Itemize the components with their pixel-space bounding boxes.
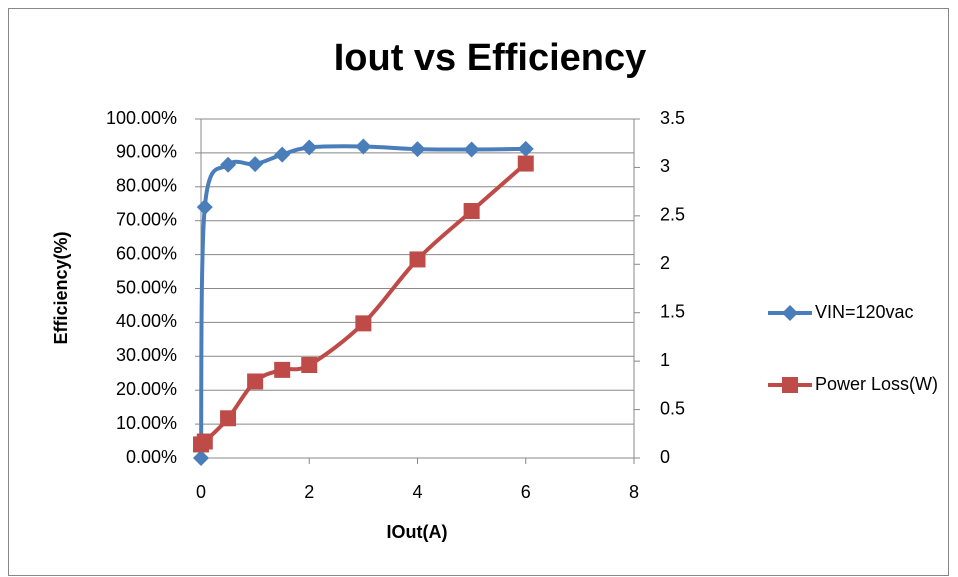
data-point bbox=[463, 141, 480, 158]
x-tick-label: 2 bbox=[304, 482, 314, 502]
legend-marker bbox=[782, 377, 798, 393]
data-point bbox=[196, 199, 213, 216]
data-point bbox=[517, 140, 534, 157]
data-point bbox=[409, 251, 426, 268]
y-tick-label: 10.00% bbox=[116, 413, 177, 433]
legend-marker bbox=[782, 305, 798, 321]
data-point bbox=[355, 315, 372, 332]
y-tick-label: 0.00% bbox=[126, 447, 177, 467]
y-tick-label: 70.00% bbox=[116, 209, 177, 229]
x-tick-label: 4 bbox=[412, 482, 422, 502]
y2-tick-label: 0 bbox=[660, 447, 670, 467]
data-point bbox=[196, 433, 213, 450]
data-point bbox=[247, 373, 264, 390]
data-point bbox=[301, 357, 318, 374]
data-point bbox=[193, 450, 209, 466]
x-tick-label: 6 bbox=[521, 482, 531, 502]
y2-tick-label: 3.5 bbox=[660, 108, 685, 128]
y2-tick-label: 0.5 bbox=[660, 398, 685, 418]
data-point bbox=[409, 141, 426, 158]
data-point bbox=[220, 410, 237, 427]
y-tick-label: 30.00% bbox=[116, 345, 177, 365]
x-tick-label: 8 bbox=[629, 482, 639, 502]
data-point bbox=[517, 155, 534, 172]
y2-tick-label: 3 bbox=[660, 156, 670, 176]
y2-tick-label: 1 bbox=[660, 350, 670, 370]
y-axis-title: Efficiency(%) bbox=[51, 231, 71, 344]
y-tick-label: 90.00% bbox=[116, 142, 177, 162]
x-axis-title: IOut(A) bbox=[387, 522, 448, 542]
y2-tick-label: 1.5 bbox=[660, 301, 685, 321]
y-tick-label: 40.00% bbox=[116, 311, 177, 331]
y-tick-label: 60.00% bbox=[116, 243, 177, 263]
y-tick-label: 50.00% bbox=[116, 277, 177, 297]
y-tick-label: 20.00% bbox=[116, 379, 177, 399]
data-point bbox=[220, 156, 237, 173]
chart-border bbox=[8, 8, 949, 576]
y-tick-label: 80.00% bbox=[116, 176, 177, 196]
y-tick-label: 100.00% bbox=[106, 108, 177, 128]
data-point bbox=[274, 361, 291, 378]
legend-label: VIN=120vac bbox=[815, 302, 914, 322]
chart-title: Iout vs Efficiency bbox=[334, 37, 647, 79]
data-point bbox=[301, 139, 318, 156]
y2-tick-label: 2.5 bbox=[660, 205, 685, 225]
x-tick-label: 0 bbox=[196, 482, 206, 502]
data-point bbox=[355, 138, 372, 155]
legend-label: Power Loss(W) bbox=[815, 374, 938, 394]
data-point bbox=[274, 146, 291, 163]
y2-tick-label: 2 bbox=[660, 253, 670, 273]
data-point bbox=[247, 156, 264, 173]
data-point bbox=[463, 203, 480, 220]
